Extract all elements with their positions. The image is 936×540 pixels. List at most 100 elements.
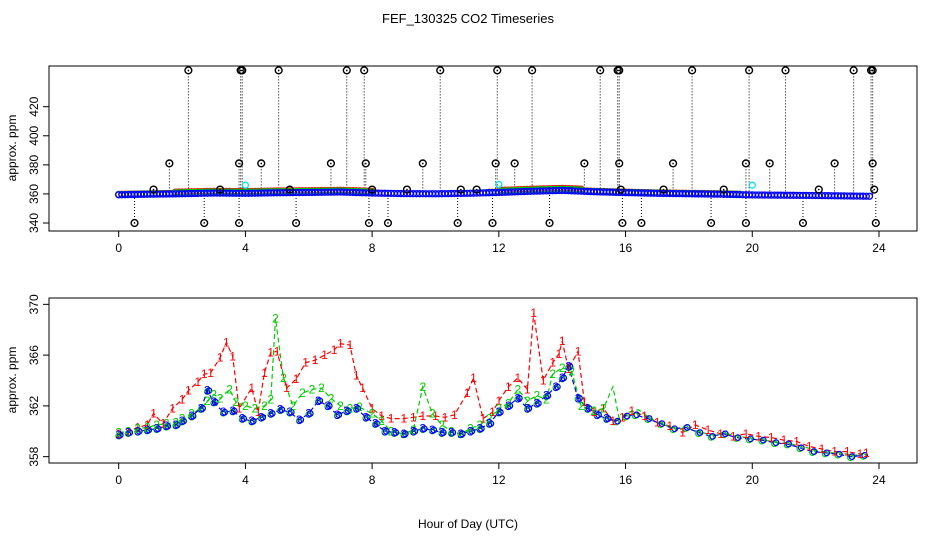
series-3-circle	[154, 425, 162, 433]
series-3-circle	[515, 394, 523, 402]
top-flag-point	[849, 66, 858, 75]
top-flag-point	[528, 66, 537, 75]
bottom-ytick-label: 366	[27, 345, 41, 365]
series-1-marker: 1	[844, 445, 851, 459]
series-1-marker: 1	[144, 418, 151, 432]
top-flag-dot	[531, 69, 533, 72]
top-flag-point	[257, 159, 266, 168]
bottom-xtick-label: 24	[872, 473, 886, 487]
series-1-marker: 1	[505, 380, 512, 394]
top-flag-point	[659, 185, 668, 194]
series-3-circle	[576, 394, 583, 402]
series-3-marker: 3	[400, 427, 407, 441]
top-flag-dot	[241, 69, 244, 72]
series-1-marker: 1	[293, 372, 300, 386]
top-flag-point	[618, 218, 627, 228]
series-1-marker: 1	[378, 409, 385, 423]
top-flag-dot	[618, 162, 621, 165]
series-3-circle	[560, 374, 568, 382]
series-3-circle	[747, 435, 755, 443]
top-flag-dot	[491, 222, 494, 224]
series-1-marker: 1	[470, 371, 477, 385]
series-2-marker: 2	[318, 381, 325, 395]
series-1-marker: 1	[619, 410, 626, 424]
series-1-marker: 1	[831, 445, 838, 459]
series-3-marker: 3	[248, 414, 255, 428]
series-3-circle	[823, 449, 831, 457]
top-cyan-point	[748, 181, 756, 189]
top-flag-point	[130, 218, 139, 228]
series-1-marker: 1	[229, 349, 236, 363]
series-3-circle	[544, 392, 552, 400]
series-1-marker: 1	[530, 306, 537, 320]
series-3-circle	[354, 405, 362, 412]
top-flag-dot	[745, 222, 747, 224]
series-1-marker: 1	[575, 344, 582, 358]
top-flag-point	[616, 185, 625, 194]
top-flag-point	[291, 218, 301, 228]
series-3-marker: 3	[286, 405, 293, 419]
series-3-marker: 3	[515, 391, 522, 405]
series-3-circle	[268, 410, 276, 417]
top-flag-dot	[513, 162, 516, 165]
series-2-marker: 2	[378, 414, 385, 428]
top-flag-point	[596, 66, 605, 75]
top-flag-dot	[599, 69, 602, 72]
series-3-marker: 3	[553, 380, 560, 394]
series-3-circle	[496, 408, 504, 416]
series-3-circle	[614, 417, 621, 425]
series-3-circle	[595, 411, 602, 419]
series-3-marker: 3	[448, 426, 455, 440]
series-2-marker: 2	[410, 423, 417, 437]
series-3-circle	[373, 420, 381, 428]
series-2-marker: 2	[369, 407, 376, 421]
top-flag-point	[342, 66, 351, 75]
top-flag-dot	[439, 69, 442, 72]
top-flag-dot	[364, 162, 367, 165]
series-3-marker: 3	[543, 389, 550, 403]
series-3-marker: 3	[524, 401, 531, 415]
top-flag-dot	[784, 69, 787, 72]
top-flag-dot	[345, 69, 348, 72]
series-1-marker: 1	[347, 338, 354, 352]
series-1-marker: 1	[195, 375, 202, 389]
series-2-marker: 2	[559, 361, 566, 375]
series-2-marker: 2	[388, 424, 395, 438]
series-2-marker: 2	[600, 401, 607, 415]
top-flag-point	[868, 159, 877, 168]
series-2-marker: 2	[188, 407, 195, 421]
top-ytick-label: 360	[27, 184, 41, 204]
series-1-line	[118, 313, 867, 455]
series-3-marker: 3	[486, 417, 493, 431]
series-2-marker: 2	[204, 394, 211, 408]
series-3-marker: 3	[204, 384, 211, 398]
top-cyan-point	[495, 180, 503, 189]
series-1-marker: 1	[160, 417, 167, 431]
x-axis-label: Hour of Day (UTC)	[418, 517, 518, 531]
series-1-marker: 1	[806, 440, 813, 454]
series-2-marker: 2	[534, 389, 541, 403]
series-3-marker: 3	[353, 401, 360, 415]
series-3-circle	[306, 410, 314, 417]
series-2-marker: 2	[233, 395, 240, 409]
series-1-marker: 1	[549, 356, 556, 370]
series-3-marker: 3	[163, 419, 170, 433]
series-3-marker: 3	[467, 424, 474, 438]
top-flag-point	[418, 159, 427, 168]
series-1-marker: 1	[654, 415, 661, 429]
series-3-circle	[645, 415, 653, 422]
series-3-circle	[430, 426, 438, 434]
series-3-circle	[344, 407, 352, 415]
series-3-circle	[221, 408, 229, 416]
series-1-marker: 1	[559, 334, 566, 348]
series-3-circle	[604, 415, 612, 422]
series-1-marker: 1	[730, 429, 737, 443]
series-2-marker: 2	[356, 400, 363, 414]
series-1-marker: 1	[556, 347, 563, 361]
series-1-marker: 1	[369, 401, 376, 415]
series-2-marker: 2	[226, 382, 233, 396]
series-1-marker: 1	[489, 405, 496, 419]
top-flag-dot	[710, 222, 712, 224]
series-3-marker: 3	[153, 422, 160, 436]
